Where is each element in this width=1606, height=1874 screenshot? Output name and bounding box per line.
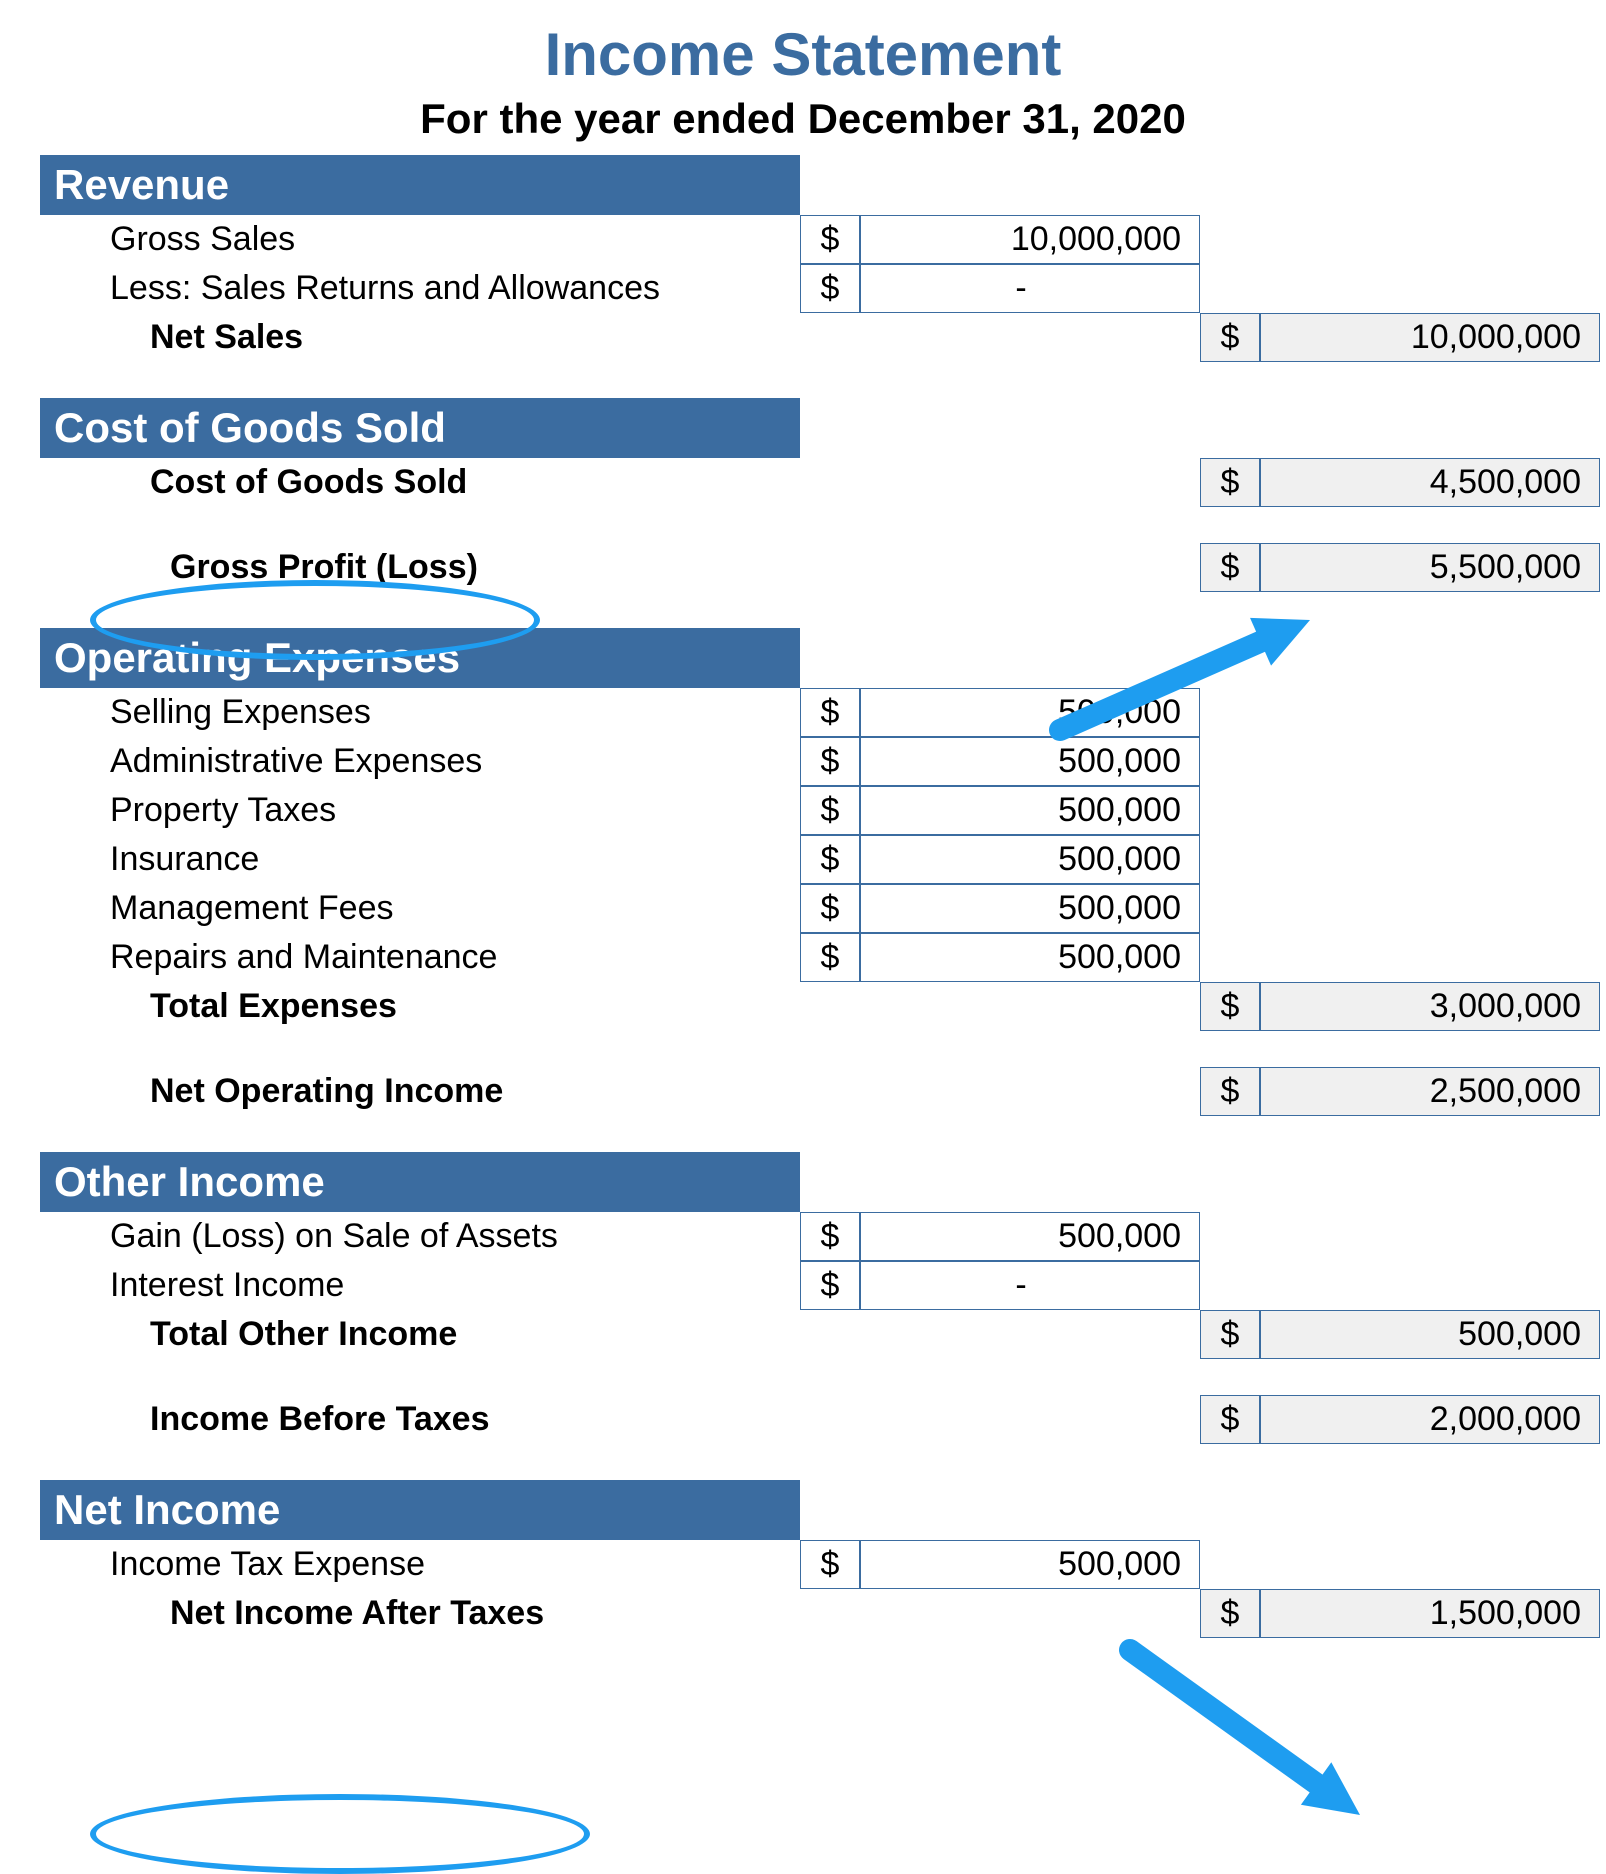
section-other-income: Other Income xyxy=(40,1152,800,1212)
cogs-value: 4,500,000 xyxy=(1260,458,1600,507)
currency-symbol: $ xyxy=(1200,458,1260,507)
row-value: 500,000 xyxy=(860,884,1200,933)
currency-symbol: $ xyxy=(1200,982,1260,1031)
row-value: 500,000 xyxy=(860,786,1200,835)
currency-symbol: $ xyxy=(800,264,860,313)
currency-symbol: $ xyxy=(1200,1589,1260,1638)
net-income-after-taxes-label: Net Income After Taxes xyxy=(40,1589,800,1638)
row-value: - xyxy=(860,1261,1200,1310)
currency-symbol: $ xyxy=(800,835,860,884)
row-value: 10,000,000 xyxy=(860,215,1200,264)
row-label: Selling Expenses xyxy=(40,688,800,737)
currency-symbol: $ xyxy=(800,1261,860,1310)
page-subtitle: For the year ended December 31, 2020 xyxy=(40,95,1566,143)
page-title: Income Statement xyxy=(40,20,1566,89)
row-label: Administrative Expenses xyxy=(40,737,800,786)
row-label: Management Fees xyxy=(40,884,800,933)
currency-symbol: $ xyxy=(800,215,860,264)
row-label: Income Tax Expense xyxy=(40,1540,800,1589)
currency-symbol: $ xyxy=(800,1540,860,1589)
row-label: Interest Income xyxy=(40,1261,800,1310)
row-value: 500,000 xyxy=(860,1212,1200,1261)
row-label: Gross Sales xyxy=(40,215,800,264)
row-label: Gain (Loss) on Sale of Assets xyxy=(40,1212,800,1261)
highlight-ellipse xyxy=(90,1794,590,1874)
currency-symbol: $ xyxy=(1200,1310,1260,1359)
income-before-taxes-value: 2,000,000 xyxy=(1260,1395,1600,1444)
total-expenses-label: Total Expenses xyxy=(40,982,800,1031)
currency-symbol: $ xyxy=(800,786,860,835)
currency-symbol: $ xyxy=(1200,543,1260,592)
currency-symbol: $ xyxy=(800,1212,860,1261)
currency-symbol: $ xyxy=(1200,1395,1260,1444)
row-value: 500,000 xyxy=(860,1540,1200,1589)
row-label: Less: Sales Returns and Allowances xyxy=(40,264,800,313)
row-value: 500,000 xyxy=(860,933,1200,982)
section-opex: Operating Expenses xyxy=(40,628,800,688)
currency-symbol: $ xyxy=(800,688,860,737)
row-value: 500,000 xyxy=(860,688,1200,737)
currency-symbol: $ xyxy=(800,933,860,982)
currency-symbol: $ xyxy=(800,737,860,786)
net-income-after-taxes-value: 1,500,000 xyxy=(1260,1589,1600,1638)
gross-profit-label: Gross Profit (Loss) xyxy=(40,543,800,592)
currency-symbol: $ xyxy=(800,884,860,933)
row-value: - xyxy=(860,264,1200,313)
net-sales-label: Net Sales xyxy=(40,313,800,362)
row-label: Insurance xyxy=(40,835,800,884)
section-cogs: Cost of Goods Sold xyxy=(40,398,800,458)
net-operating-income-value: 2,500,000 xyxy=(1260,1067,1600,1116)
total-other-income-value: 500,000 xyxy=(1260,1310,1600,1359)
row-label: Property Taxes xyxy=(40,786,800,835)
net-operating-income-label: Net Operating Income xyxy=(40,1067,800,1116)
section-revenue: Revenue xyxy=(40,155,800,215)
row-value: 500,000 xyxy=(860,835,1200,884)
net-sales-value: 10,000,000 xyxy=(1260,313,1600,362)
total-other-income-label: Total Other Income xyxy=(40,1310,800,1359)
currency-symbol: $ xyxy=(1200,313,1260,362)
gross-profit-value: 5,500,000 xyxy=(1260,543,1600,592)
highlight-arrow-icon xyxy=(1090,1610,1400,1855)
cogs-label: Cost of Goods Sold xyxy=(40,458,800,507)
row-value: 500,000 xyxy=(860,737,1200,786)
total-expenses-value: 3,000,000 xyxy=(1260,982,1600,1031)
currency-symbol: $ xyxy=(1200,1067,1260,1116)
row-label: Repairs and Maintenance xyxy=(40,933,800,982)
income-before-taxes-label: Income Before Taxes xyxy=(40,1395,800,1444)
section-net-income: Net Income xyxy=(40,1480,800,1540)
